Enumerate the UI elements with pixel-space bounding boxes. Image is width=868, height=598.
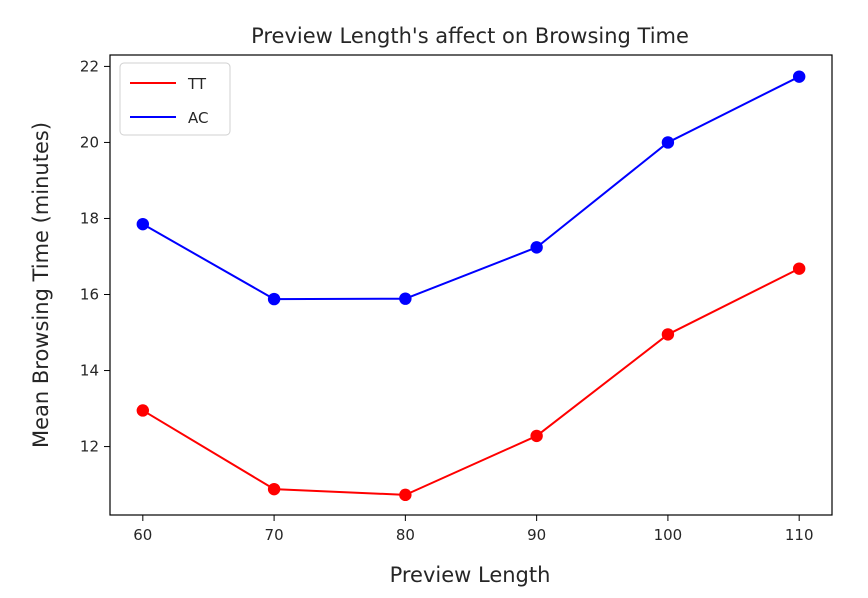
y-tick-label: 16	[80, 286, 99, 304]
data-point-ac	[661, 136, 675, 149]
x-tick-label: 60	[133, 526, 152, 544]
y-axis-label: Mean Browsing Time (minutes)	[29, 122, 53, 448]
y-tick-label: 14	[80, 362, 99, 380]
x-tick-label: 100	[654, 526, 683, 544]
y-tick-label: 22	[80, 57, 99, 75]
legend-label-tt: TT	[187, 75, 207, 93]
legend-label-ac: AC	[188, 109, 208, 127]
legend-box	[119, 62, 231, 136]
y-tick-label: 18	[80, 209, 99, 227]
x-tick-label: 70	[265, 526, 284, 544]
series-ac	[136, 70, 806, 306]
data-point-ac	[267, 292, 281, 306]
series-line-ac	[142, 75, 800, 301]
legend: TT AC	[119, 62, 231, 136]
data-point-ac	[136, 217, 150, 231]
y-tick-label: 20	[80, 133, 99, 151]
plot-frame	[109, 54, 833, 516]
data-point-tt	[399, 488, 412, 502]
data-point-ac	[530, 241, 543, 254]
data-point-ac	[399, 292, 412, 305]
legend-items: TT AC	[130, 75, 208, 127]
x-tick-label: 110	[785, 526, 814, 544]
chart-title: Preview Length's affect on Browsing Time	[251, 24, 689, 48]
x-axis-label: Preview Length	[390, 563, 551, 587]
series-layer	[136, 70, 806, 502]
data-point-tt	[661, 328, 675, 341]
data-point-ac	[792, 70, 806, 83]
y-axis: 12 14 16 18 20 22	[80, 57, 110, 456]
series-tt	[136, 262, 806, 502]
data-point-tt	[792, 262, 806, 275]
x-axis: 60 70 80 90 100 110	[133, 515, 814, 544]
series-line-tt	[142, 267, 800, 496]
y-tick-label: 12	[80, 438, 99, 456]
x-tick-label: 90	[527, 526, 546, 544]
data-point-tt	[530, 429, 543, 443]
x-tick-label: 80	[396, 526, 415, 544]
data-point-tt	[136, 404, 150, 417]
data-point-tt	[267, 482, 281, 496]
